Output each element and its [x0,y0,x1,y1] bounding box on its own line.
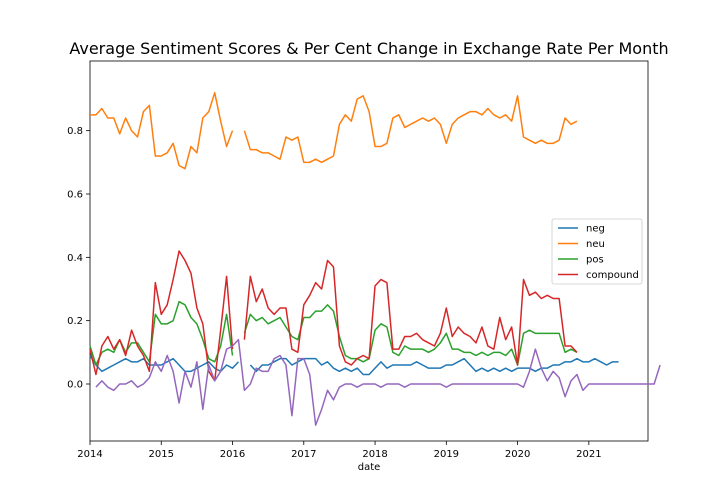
y-tick-label: 0.4 [67,253,83,264]
x-tick-label: 2019 [434,449,459,460]
legend: neg neu pos compound [551,218,643,285]
legend-label-pos: pos [586,255,604,266]
x-tick-label: 2015 [149,449,174,460]
x-axis-label: date [358,462,381,473]
x-tick-label: 2014 [77,449,102,460]
legend-box [551,218,643,285]
chart-title: Average Sentiment Scores & Per Cent Chan… [69,39,668,58]
legend-label-neu: neu [586,239,605,250]
series-line-compound [89,250,578,382]
y-tick-label: 0.0 [67,380,83,391]
x-tick-label: 2020 [505,449,530,460]
legend-label-neg: neg [586,224,605,235]
y-tick-label: 0.8 [67,126,83,137]
y-tick-label: 0.6 [67,190,83,201]
x-tick-label: 2017 [291,449,316,460]
x-axis: 2014 2015 2016 2017 2018 2019 2020 2021 [77,441,602,460]
x-tick-label: 2016 [220,449,245,460]
legend-label-compound: compound [586,270,639,281]
x-tick-label: 2018 [362,449,387,460]
series-line-neu [90,91,578,170]
series-line-series-4 [95,338,661,426]
y-axis: 0.0 0.2 0.4 0.6 0.8 [67,126,90,391]
x-tick-label: 2021 [576,449,601,460]
y-tick-label: 0.2 [67,316,83,327]
series-layer [89,91,661,426]
